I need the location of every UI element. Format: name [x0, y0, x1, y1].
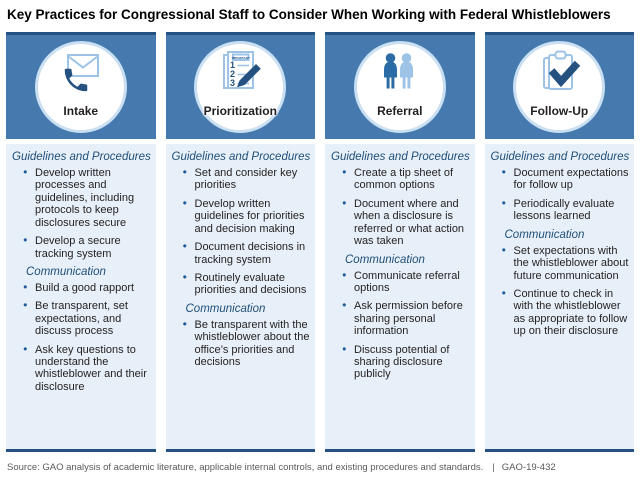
follow-up-badge: Follow-Up: [513, 41, 606, 133]
section-heading: Communication: [185, 302, 266, 315]
practice-item: Create a tip sheet of common options: [342, 167, 472, 192]
source-line: Source: GAO analysis of academic literat…: [0, 462, 640, 473]
intake-envelope-phone-icon: [64, 54, 99, 92]
practice-list: Document expectations for follow up Perio…: [490, 167, 632, 223]
prioritization-badge: IMPORTANT 1 2 3 Prioritization: [194, 41, 287, 133]
practice-item: Continue to check in with the whistleblo…: [502, 288, 632, 338]
practice-item: Develop a secure tracking system: [23, 235, 153, 260]
practice-item: Routinely evaluate priorities and decisi…: [183, 272, 313, 297]
practice-list: Build a good rapport Be transparent, set …: [11, 282, 153, 393]
intake-label: Intake: [63, 104, 99, 118]
referral-people-icon: [383, 53, 413, 89]
practice-item: Document where and when a disclosure is …: [342, 198, 472, 248]
prioritization-label: Prioritization: [203, 104, 277, 118]
practice-columns: Intake Guidelines and Procedures Develop …: [0, 32, 640, 452]
practice-item: Be transparent, set expectations, and di…: [23, 300, 153, 337]
svg-text:1: 1: [230, 60, 235, 70]
intake-badge: Intake: [34, 41, 127, 133]
practice-section: Guidelines and Procedures Set and conside…: [171, 151, 313, 297]
column-follow-up: Follow-Up Guidelines and Procedures Docum…: [484, 32, 634, 452]
practice-list: Create a tip sheet of common options Docu…: [330, 167, 472, 248]
practice-section: Communication Build a good rapport Be tran…: [11, 266, 153, 393]
practice-item: Develop written guidelines for prioritie…: [183, 198, 313, 235]
follow-up-clipboard-check-icon: [543, 50, 581, 90]
practice-list: Develop written processes and guidelines…: [11, 167, 153, 260]
practice-item: Set and consider key priorities: [183, 167, 313, 192]
practice-item: Be transparent with the whistleblower ab…: [183, 319, 313, 369]
practice-item: Set expectations with the whistleblower …: [502, 245, 632, 282]
section-heading: Guidelines and Procedures: [12, 151, 151, 163]
section-heading: Communication: [345, 253, 425, 266]
prioritization-body: Guidelines and Procedures Set and conside…: [165, 144, 315, 452]
referral-label: Referral: [377, 104, 423, 118]
section-heading: Communication: [26, 265, 106, 278]
column-referral: Referral Guidelines and Procedures Create…: [325, 32, 475, 452]
prioritization-list-pen-icon: IMPORTANT 1 2 3: [223, 51, 262, 89]
report-id: GAO-19-432: [501, 462, 556, 473]
practice-list: Set and consider key priorities Develop w…: [171, 167, 313, 297]
practice-section: Communication Be transparent with the whi…: [171, 303, 313, 369]
intake-body: Guidelines and Procedures Develop written…: [6, 144, 156, 452]
practice-item: Document decisions in tracking system: [183, 241, 313, 266]
follow-up-label: Follow-Up: [530, 104, 589, 118]
practice-item: Document expectations for follow up: [502, 167, 632, 192]
practice-item: Ask key questions to understand the whis…: [23, 344, 153, 394]
column-prioritization: IMPORTANT 1 2 3 Prioritization Guideline…: [165, 32, 315, 452]
practice-item: Develop written processes and guidelines…: [23, 167, 153, 229]
section-heading: Guidelines and Procedures: [490, 151, 630, 163]
practice-item: Communicate referral options: [342, 270, 472, 295]
practice-section: Guidelines and Procedures Create a tip sh…: [330, 151, 472, 248]
referral-body: Guidelines and Procedures Create a tip sh…: [325, 144, 475, 452]
source-text: Source: GAO analysis of academic literat…: [7, 462, 484, 473]
follow-up-header-block: Follow-Up: [484, 32, 634, 139]
practice-section: Guidelines and Procedures Document expect…: [490, 151, 632, 223]
practice-item: Ask permission before sharing personal i…: [342, 300, 472, 337]
section-heading: Guidelines and Procedures: [171, 151, 311, 163]
follow-up-body: Guidelines and Procedures Document expect…: [484, 144, 634, 452]
svg-text:3: 3: [230, 78, 235, 88]
column-intake: Intake Guidelines and Procedures Develop …: [6, 32, 156, 452]
source-separator: |: [492, 462, 495, 473]
practice-item: Periodically evaluate lessons learned: [502, 198, 632, 223]
section-heading: Guidelines and Procedures: [331, 151, 470, 163]
intake-header-block: Intake: [6, 32, 156, 139]
practice-list: Communicate referral options Ask permissi…: [330, 270, 472, 381]
svg-text:2: 2: [230, 69, 235, 79]
practice-section: Communication Set expectations with the w…: [490, 229, 632, 338]
referral-header-block: Referral: [325, 32, 475, 139]
practice-item: Build a good rapport: [23, 282, 153, 294]
svg-text:IMPORTANT: IMPORTANT: [232, 56, 250, 60]
practice-list: Be transparent with the whistleblower ab…: [171, 319, 313, 369]
section-heading: Communication: [504, 228, 585, 241]
practice-item: Discuss potential of sharing disclosure …: [342, 344, 472, 381]
practice-section: Guidelines and Procedures Develop written…: [11, 151, 153, 260]
referral-badge: Referral: [353, 41, 446, 133]
prioritization-header-block: IMPORTANT 1 2 3 Prioritization: [165, 32, 315, 139]
practice-list: Set expectations with the whistleblower …: [490, 245, 632, 338]
page-title: Key Practices for Congressional Staff to…: [7, 7, 611, 22]
practice-section: Communication Communicate referral option…: [330, 254, 472, 381]
